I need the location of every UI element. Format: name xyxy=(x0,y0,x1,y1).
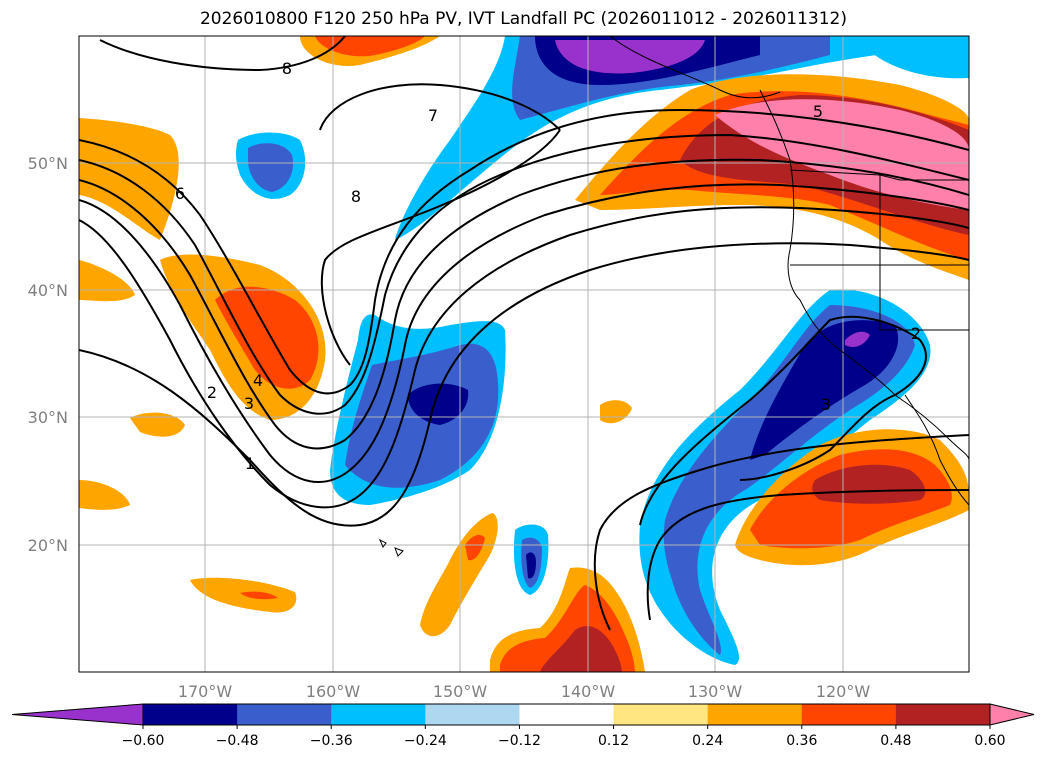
lat-label-20n: 20°N xyxy=(28,536,68,555)
colorbar-tick-label: 0.24 xyxy=(692,733,723,749)
contour-label: 8 xyxy=(282,59,292,78)
colorbar-segment xyxy=(143,704,238,725)
contour-label: 7 xyxy=(428,106,438,125)
latitude-labels: 50°N 40°N 30°N 20°N xyxy=(28,154,68,555)
contour-label: 3 xyxy=(821,395,831,414)
lon-label-150w: 150°W xyxy=(433,682,488,701)
colorbar-tick-label: 0.48 xyxy=(880,733,911,749)
pv-contours xyxy=(79,36,969,631)
colorbar-tick-label: −0.48 xyxy=(216,733,259,749)
colorbar-tick-label: −0.12 xyxy=(498,733,541,749)
colorbar-segment xyxy=(895,704,991,725)
contour-label: 4 xyxy=(253,371,263,390)
colorbar-segment xyxy=(425,704,520,725)
colorbar-tick-label: −0.24 xyxy=(404,733,447,749)
contour-label: 6 xyxy=(175,184,185,203)
colorbar-tick-label: 0.12 xyxy=(598,733,629,749)
colorbar-segment xyxy=(237,704,332,725)
colorbar-frame xyxy=(142,703,991,726)
longitude-labels: 170°W 160°W 150°W 140°W 130°W 120°W xyxy=(178,682,871,701)
lon-label-120w: 120°W xyxy=(816,682,871,701)
lon-label-160w: 160°W xyxy=(306,682,361,701)
colorbar-tick-label: 0.36 xyxy=(786,733,817,749)
contour-label: 8 xyxy=(351,187,361,206)
contour-labels: 8 7 6 8 5 4 3 2 1 3 2 xyxy=(175,59,921,473)
colorbar-extend-right xyxy=(989,703,1035,726)
colorbar: −0.60 −0.48 −0.36 −0.24 −0.12 0.12 0.24 0.36 0.4… xyxy=(11,703,1035,749)
lat-label-50n: 50°N xyxy=(28,154,68,173)
contour-label: 1 xyxy=(245,454,255,473)
colorbar-segment xyxy=(331,704,426,725)
contour-label: 2 xyxy=(911,324,921,343)
contour-label: 3 xyxy=(244,394,254,413)
colorbar-segment xyxy=(801,704,897,725)
colorbar-extend-left xyxy=(11,703,144,726)
colorbar-segment xyxy=(613,704,709,725)
colorbar-tick-label: −0.36 xyxy=(310,733,353,749)
coastlines xyxy=(379,36,969,557)
colorbar-tick-label: 0.60 xyxy=(974,733,1005,749)
lon-label-140w: 140°W xyxy=(561,682,616,701)
lat-label-30n: 30°N xyxy=(28,408,68,427)
lon-label-170w: 170°W xyxy=(178,682,233,701)
colorbar-tick-label: −0.60 xyxy=(122,733,165,749)
contour-label: 2 xyxy=(207,383,217,402)
lat-label-40n: 40°N xyxy=(28,281,68,300)
contour-label: 5 xyxy=(813,102,823,121)
map-frame xyxy=(78,35,970,673)
map-title: 2026010800 F120 250 hPa PV, IVT Landfall… xyxy=(199,9,847,29)
colorbar-segment xyxy=(519,704,615,725)
colorbar-segment xyxy=(707,704,803,725)
lon-label-130w: 130°W xyxy=(688,682,743,701)
